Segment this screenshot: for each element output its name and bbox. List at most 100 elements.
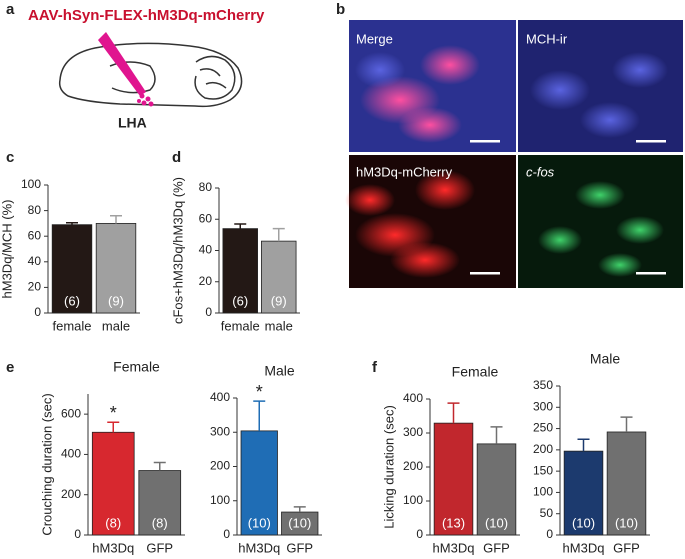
n-label: (10) — [485, 515, 508, 530]
y-tick-label: 60 — [199, 211, 213, 225]
n-label: (10) — [572, 515, 595, 530]
bar — [95, 222, 137, 314]
y-axis-label: hM3Dq/MCH (%) — [0, 200, 14, 299]
y-tick-label: 100 — [210, 493, 230, 507]
y-tick-label: 250 — [533, 421, 553, 435]
significance: * — [256, 382, 263, 402]
error-bar — [272, 227, 285, 242]
bar — [222, 228, 258, 314]
image-label: Merge — [356, 31, 393, 46]
x-tick-label: GFP — [483, 540, 510, 555]
panel-label: e — [6, 359, 14, 376]
x-tick-label: hM3Dq — [238, 540, 280, 555]
n-label: (9) — [271, 293, 287, 308]
n-label: (13) — [442, 515, 465, 530]
image-label: c-fos — [526, 164, 555, 179]
panel-label: c — [6, 149, 14, 166]
y-axis-label: Licking duration (sec) — [381, 405, 396, 529]
error-bar — [153, 461, 166, 471]
y-tick-label: 0 — [223, 527, 230, 541]
y-tick-label: 20 — [199, 274, 213, 288]
y-tick-label: 0 — [416, 527, 423, 541]
y-tick-label: 400 — [210, 390, 230, 404]
bar — [606, 431, 647, 536]
panel-label: d — [172, 149, 181, 166]
y-tick-label: 150 — [533, 463, 553, 477]
diagram-title: AAV-hSyn-FLEX-hM3Dq-mCherry — [28, 7, 265, 24]
image-mcherry — [345, 155, 516, 288]
x-tick-label: GFP — [146, 540, 173, 555]
y-tick-label: 300 — [403, 425, 423, 439]
error-bar — [293, 506, 306, 513]
bar — [138, 470, 182, 536]
y-tick-label: 600 — [61, 406, 81, 420]
x-tick-label: male — [265, 318, 293, 333]
error-bar — [234, 223, 247, 229]
y-tick-label: 0 — [546, 527, 553, 541]
y-tick-label: 400 — [403, 391, 423, 405]
x-tick-label: GFP — [613, 540, 640, 555]
n-label: (10) — [288, 515, 311, 530]
y-tick-label: 40 — [28, 254, 42, 268]
image-mch — [518, 20, 683, 152]
brain-outline — [58, 42, 243, 108]
y-tick-label: 80 — [28, 203, 42, 217]
n-label: (9) — [108, 293, 124, 308]
chart-title: Male — [264, 363, 295, 379]
n-label: (10) — [615, 515, 638, 530]
bar — [261, 240, 297, 314]
injection-needle — [98, 32, 146, 96]
y-tick-label: 200 — [61, 487, 81, 501]
bar — [433, 422, 474, 536]
significance: * — [110, 403, 117, 423]
y-tick-label: 200 — [533, 442, 553, 456]
error-bar — [490, 426, 503, 444]
error-bar — [253, 400, 266, 431]
y-tick-label: 200 — [210, 459, 230, 473]
y-tick-label: 20 — [28, 280, 42, 294]
y-tick-label: 300 — [533, 399, 553, 413]
image-cfos — [518, 155, 683, 288]
y-tick-label: 100 — [533, 485, 553, 499]
region-label: LHA — [118, 115, 147, 131]
y-tick-label: 60 — [28, 228, 42, 242]
panel-label: a — [6, 1, 15, 18]
n-label: (10) — [248, 515, 271, 530]
bar — [563, 450, 604, 536]
error-bar — [620, 416, 633, 432]
x-tick-label: hM3Dq — [92, 540, 134, 555]
x-tick-label: hM3Dq — [563, 540, 605, 555]
y-tick-label: 0 — [34, 305, 41, 319]
panel-label: b — [336, 1, 345, 18]
error-bar — [107, 421, 120, 433]
y-tick-label: 300 — [210, 424, 230, 438]
x-tick-label: female — [52, 318, 91, 333]
x-tick-label: male — [102, 318, 130, 333]
panel-label: f — [372, 359, 378, 376]
bar — [476, 443, 517, 536]
y-tick-label: 350 — [533, 378, 553, 392]
y-axis-label: cFos+hM3Dq/hM3Dq (%) — [170, 177, 185, 324]
image-label: MCH-ir — [526, 31, 568, 46]
chart-title: Male — [590, 351, 621, 367]
n-label: (8) — [105, 515, 121, 530]
y-tick-label: 40 — [199, 243, 213, 257]
y-tick-label: 100 — [403, 493, 423, 507]
y-tick-label: 50 — [540, 506, 554, 520]
error-bar — [110, 214, 122, 224]
injection-dots — [137, 93, 154, 107]
y-tick-label: 100 — [21, 177, 41, 191]
n-label: (6) — [232, 293, 248, 308]
n-label: (8) — [152, 515, 168, 530]
y-tick-label: 0 — [74, 527, 81, 541]
x-tick-label: hM3Dq — [433, 540, 475, 555]
image-label: hM3Dq-mCherry — [356, 164, 453, 179]
chart-title: Female — [113, 359, 160, 375]
x-tick-label: female — [221, 318, 260, 333]
n-label: (6) — [64, 293, 80, 308]
error-bar — [577, 438, 590, 452]
error-bar — [447, 402, 460, 424]
error-bar — [66, 222, 78, 225]
chart-title: Female — [452, 364, 499, 380]
